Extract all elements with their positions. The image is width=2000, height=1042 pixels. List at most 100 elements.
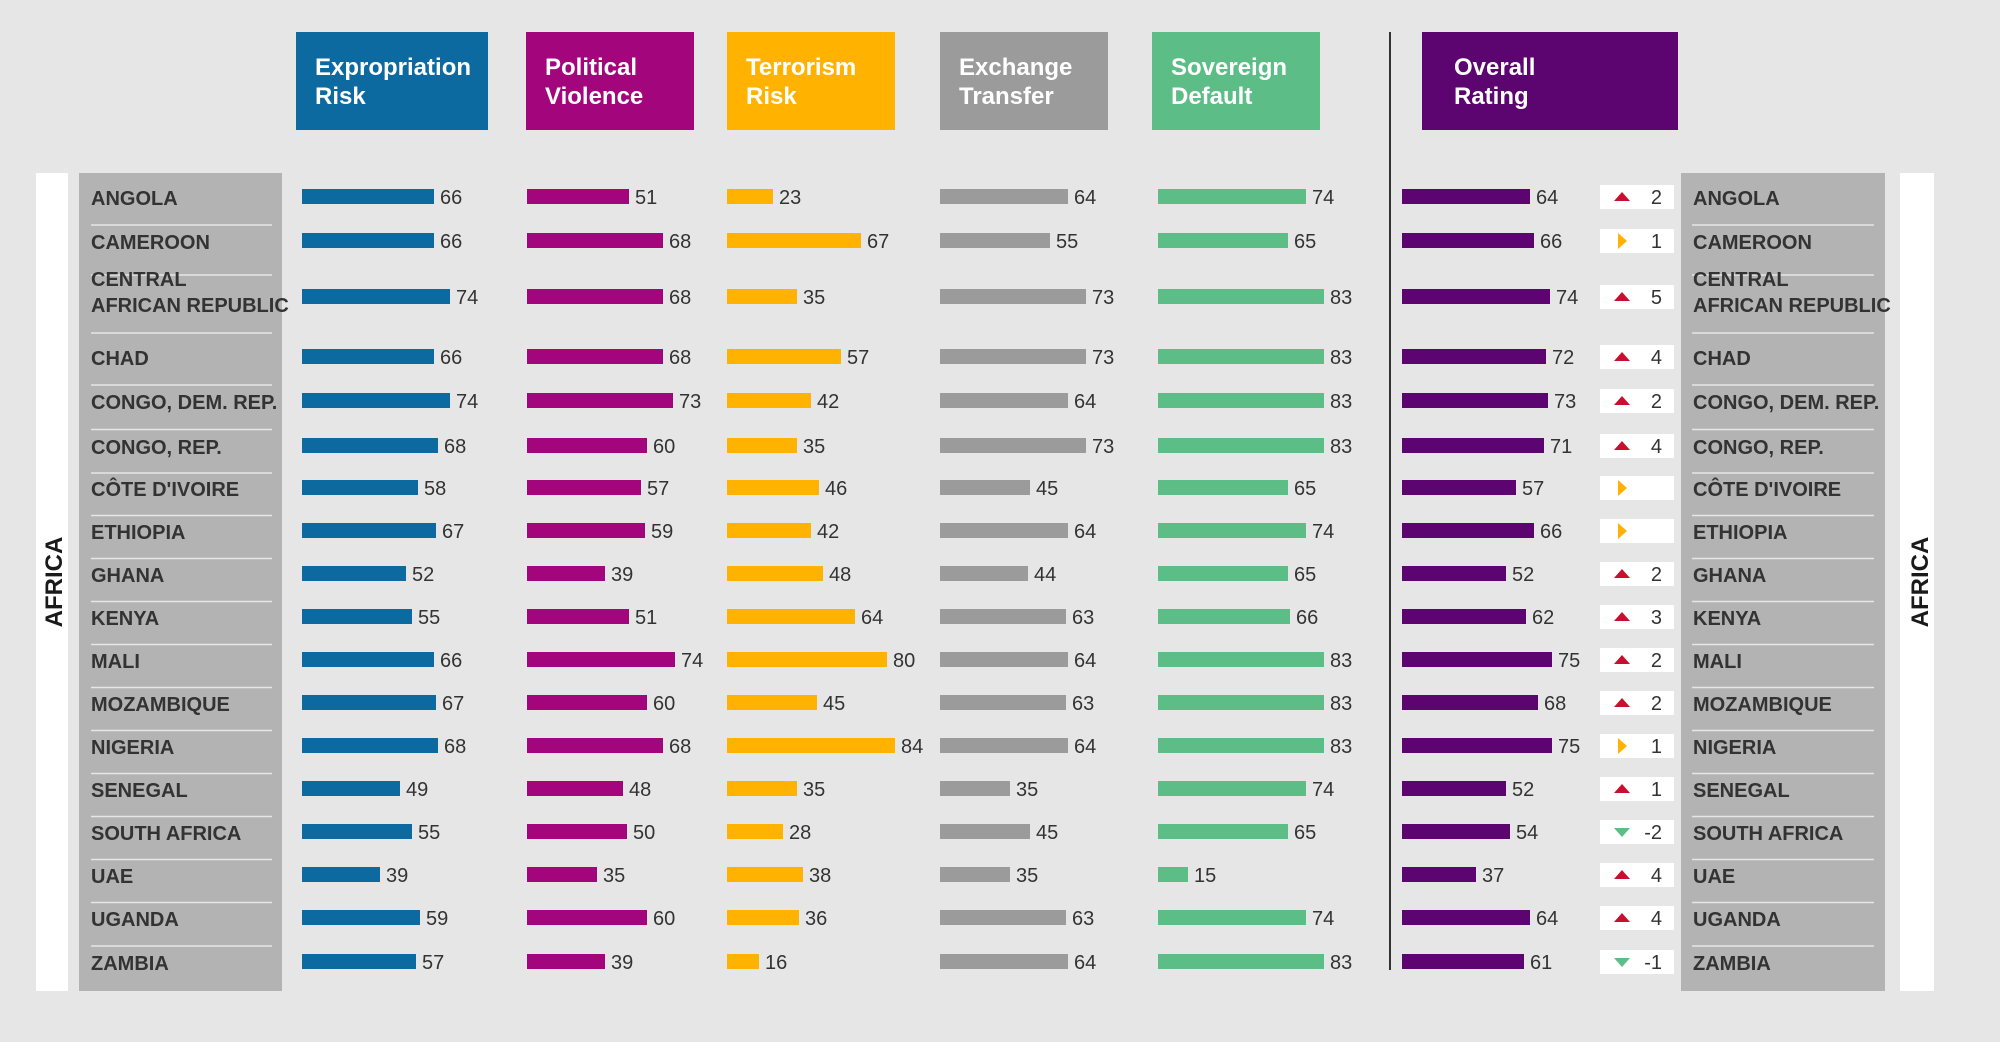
- country-label-right: CONGO, DEM. REP.: [1693, 392, 1879, 414]
- change-up-icon: [1614, 292, 1630, 301]
- value-label-expropriation: 59: [426, 908, 448, 930]
- value-label-exchange: 35: [1016, 779, 1038, 801]
- value-label-sovereign: 65: [1294, 564, 1316, 586]
- bar-sovereign: [1158, 523, 1306, 538]
- value-label-sovereign: 83: [1330, 287, 1352, 309]
- bar-exchange: [940, 781, 1010, 796]
- bar-sovereign: [1158, 438, 1324, 453]
- bar-expropriation: [302, 652, 434, 667]
- value-label-expropriation: 55: [418, 822, 440, 844]
- value-label-overall: 37: [1482, 865, 1504, 887]
- value-label-political: 51: [635, 607, 657, 629]
- value-label-political: 39: [611, 952, 633, 974]
- value-label-overall: 57: [1522, 478, 1544, 500]
- bar-political: [527, 695, 647, 710]
- change-box: [1600, 820, 1674, 844]
- header-exchange-title-line: Transfer: [959, 83, 1054, 110]
- country-label-left: UGANDA: [91, 909, 179, 931]
- change-flat-icon: [1618, 738, 1627, 754]
- bar-exchange: [940, 910, 1066, 925]
- left-side-label: AFRICA: [41, 537, 68, 628]
- value-label-exchange: 55: [1056, 231, 1078, 253]
- value-label-expropriation: 66: [440, 187, 462, 209]
- value-label-expropriation: 67: [442, 693, 464, 715]
- country-label-left: CHAD: [91, 348, 149, 370]
- change-box: [1600, 229, 1674, 253]
- bar-expropriation: [302, 233, 434, 248]
- change-box: [1600, 950, 1674, 974]
- bar-sovereign: [1158, 289, 1324, 304]
- bar-overall: [1402, 781, 1506, 796]
- left-country-panel: [79, 173, 282, 991]
- value-label-overall: 62: [1532, 607, 1554, 629]
- header-overall-title-line: Overall: [1454, 54, 1535, 81]
- change-value: -1: [1644, 952, 1662, 974]
- value-label-political: 68: [669, 347, 691, 369]
- value-label-political: 48: [629, 779, 651, 801]
- bar-exchange: [940, 954, 1068, 969]
- bar-political: [527, 523, 645, 538]
- value-label-exchange: 44: [1034, 564, 1056, 586]
- bar-sovereign: [1158, 393, 1324, 408]
- value-label-overall: 72: [1552, 347, 1574, 369]
- value-label-overall: 61: [1530, 952, 1552, 974]
- country-label-right: UAE: [1693, 866, 1735, 888]
- value-label-terrorism: 64: [861, 607, 883, 629]
- bar-terrorism: [727, 652, 887, 667]
- change-value: 1: [1651, 231, 1662, 253]
- value-label-overall: 66: [1540, 231, 1562, 253]
- header-expropriation: [296, 32, 488, 130]
- bar-exchange: [940, 566, 1028, 581]
- value-label-exchange: 64: [1074, 736, 1096, 758]
- bar-expropriation: [302, 609, 412, 624]
- country-labels: ANGOLA ANGOLA CAMEROON CAMEROON CENTRAL CENTR…: [91, 188, 1891, 975]
- value-label-terrorism: 45: [823, 693, 845, 715]
- country-label-left: CENTRAL: [91, 269, 187, 291]
- bar-terrorism: [727, 867, 803, 882]
- value-label-political: 74: [681, 650, 703, 672]
- value-label-overall: 75: [1558, 650, 1580, 672]
- value-label-exchange: 64: [1074, 952, 1096, 974]
- value-label-terrorism: 35: [803, 436, 825, 458]
- bar-sovereign: [1158, 480, 1288, 495]
- value-label-expropriation: 49: [406, 779, 428, 801]
- value-label-overall: 54: [1516, 822, 1538, 844]
- bar-exchange: [940, 189, 1068, 204]
- value-label-exchange: 63: [1072, 908, 1094, 930]
- change-box: [1600, 285, 1674, 309]
- country-label-right: SOUTH AFRICA: [1693, 823, 1843, 845]
- change-up-icon: [1614, 784, 1630, 793]
- value-label-terrorism: 28: [789, 822, 811, 844]
- country-label-left: ETHIOPIA: [91, 522, 185, 544]
- country-label-left: AFRICAN REPUBLIC: [91, 295, 289, 317]
- header-exchange-title-line: Exchange: [959, 54, 1072, 81]
- country-label-right: ZAMBIA: [1693, 953, 1771, 975]
- value-label-terrorism: 23: [779, 187, 801, 209]
- bar-terrorism: [727, 233, 861, 248]
- country-label-left: MALI: [91, 651, 140, 673]
- value-label-exchange: 73: [1092, 347, 1114, 369]
- bar-political: [527, 393, 673, 408]
- bar-overall: [1402, 566, 1506, 581]
- value-label-political: 60: [653, 908, 675, 930]
- bar-expropriation: [302, 910, 420, 925]
- bar-expropriation: [302, 189, 434, 204]
- value-label-political: 51: [635, 187, 657, 209]
- change-flat-icon: [1618, 480, 1627, 496]
- change-box: [1600, 863, 1674, 887]
- change-up-icon: [1614, 913, 1630, 922]
- value-label-terrorism: 35: [803, 287, 825, 309]
- bar-exchange: [940, 824, 1030, 839]
- change-box: [1600, 734, 1674, 758]
- change-box: [1600, 777, 1674, 801]
- header-terrorism-title-line: Terrorism: [746, 54, 856, 81]
- change-value: 5: [1651, 287, 1662, 309]
- bar-exchange: [940, 438, 1086, 453]
- country-label-right: CAMEROON: [1693, 232, 1812, 254]
- column-headers: ExpropriationRiskPoliticalViolenceTerror…: [296, 32, 1678, 130]
- bar-terrorism: [727, 523, 811, 538]
- bar-overall: [1402, 393, 1548, 408]
- value-label-overall: 74: [1556, 287, 1578, 309]
- value-label-sovereign: 65: [1294, 478, 1316, 500]
